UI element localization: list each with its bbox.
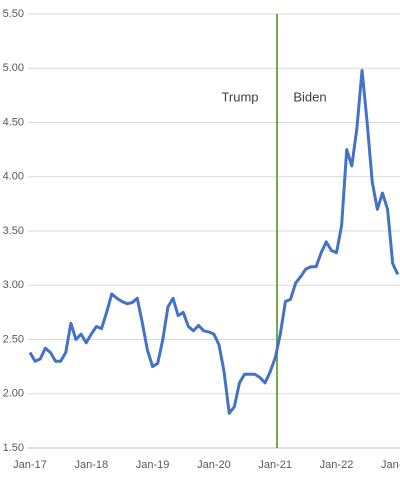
y-tick-label: 5.00 [3,62,24,74]
annotation: Trump [221,89,258,104]
y-tick-label: 2.00 [3,388,24,400]
x-tick-label: Jan-18 [74,459,108,471]
y-tick-label: 1.50 [3,442,24,454]
x-tick-label: Jan-20 [197,459,231,471]
x-tick-label: Jan-17 [13,459,47,471]
x-tick-label: Jan-21 [258,459,292,471]
y-tick-label: 4.50 [3,116,24,128]
y-tick-label: 2.50 [3,333,24,345]
x-tick-label: Jan-19 [136,459,170,471]
y-tick-label: 4.00 [3,171,24,183]
x-tick-label: Jan-22 [320,459,354,471]
y-tick-label: 5.50 [3,8,24,20]
x-tick-label: Jan-23 [381,459,400,471]
y-tick-label: 3.50 [3,225,24,237]
annotation: Biden [293,89,326,104]
price-line [28,68,400,415]
y-tick-label: 3.00 [3,279,24,291]
